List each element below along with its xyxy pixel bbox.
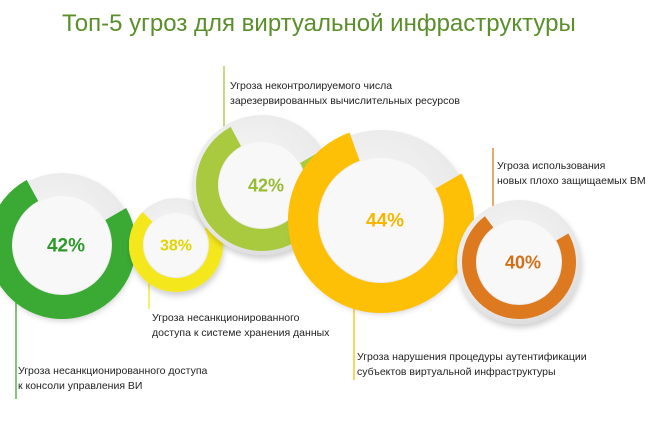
label-line: Угроза нарушения процедуры аутентификаци… bbox=[357, 351, 587, 363]
label-line: субъектов виртуальной инфраструктуры bbox=[357, 366, 556, 378]
donut-new-vms: 40% bbox=[457, 200, 581, 324]
label-new-vms: Угроза использования новых плохо защищае… bbox=[497, 159, 646, 189]
value-label-new-vms: 40% bbox=[505, 252, 541, 272]
label-authentication: Угроза нарушения процедуры аутентификаци… bbox=[357, 350, 587, 380]
value-label-console-access: 42% bbox=[47, 236, 85, 257]
label-line: Угроза несанкционированного доступа bbox=[18, 365, 208, 377]
label-line: к консоли управления ВИ bbox=[18, 380, 143, 392]
donut-center bbox=[13, 196, 111, 294]
donut-arc-authentication bbox=[288, 127, 474, 313]
label-line: зарезервированных вычислительных ресурсо… bbox=[230, 95, 460, 107]
donut-arc-console-access bbox=[0, 171, 136, 319]
label-line: Угроза использования bbox=[497, 160, 606, 172]
label-console-access: Угроза несанкционированного доступа к ко… bbox=[18, 364, 207, 394]
donut-center bbox=[219, 142, 305, 228]
label-line: Угроза несанкционированного bbox=[152, 312, 300, 324]
donut-arc-new-vms bbox=[462, 205, 576, 319]
value-label-storage-access: 38% bbox=[160, 238, 192, 255]
value-label-authentication: 44% bbox=[366, 211, 404, 232]
label-reserved-resources: Угроза неконтролируемого числа зарезерви… bbox=[230, 79, 460, 109]
donut-console-access: 42% bbox=[0, 171, 136, 319]
chart-title: Топ-5 угроз для виртуальной инфраструкту… bbox=[62, 10, 576, 37]
label-line: доступа к системе хранения данных bbox=[152, 327, 330, 339]
donut-authentication: 44% bbox=[288, 127, 474, 313]
label-line: Угроза неконтролируемого числа bbox=[230, 80, 393, 92]
label-storage-access: Угроза несанкционированного доступа к си… bbox=[152, 311, 329, 341]
donut-center bbox=[144, 213, 208, 277]
donut-center bbox=[477, 220, 561, 304]
label-line: новых плохо защищаемых ВМ bbox=[497, 175, 646, 187]
donut-center bbox=[319, 158, 443, 282]
value-label-reserved-resources: 42% bbox=[248, 175, 284, 195]
